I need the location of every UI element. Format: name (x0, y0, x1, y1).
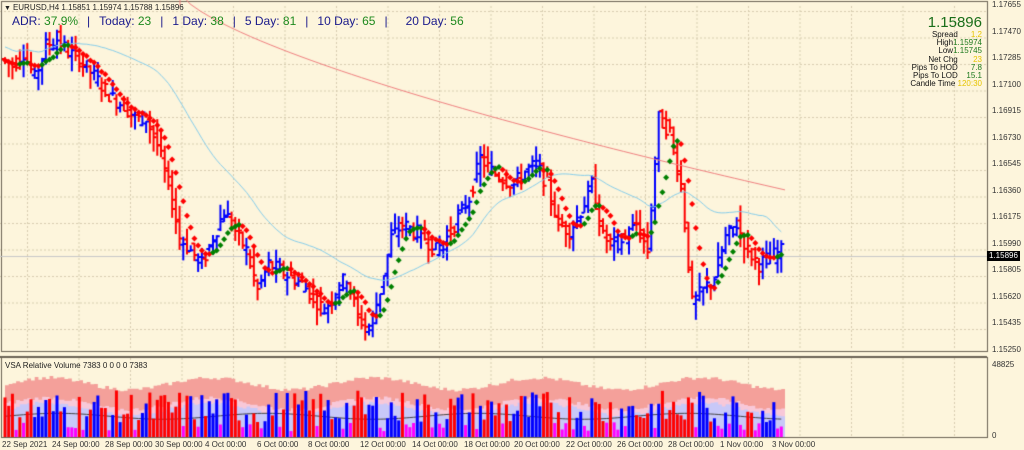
info-row-netchg: Net Chg 23 (910, 54, 982, 64)
symbol-ohlc-text: EURUSD,H4 1.15851 1.15974 1.15788 1.1589… (12, 3, 184, 12)
separator: | (384, 14, 388, 28)
today-label: Today: (99, 14, 135, 28)
time-tick: 26 Oct 00:00 (617, 440, 663, 449)
time-tick: 20 Oct 00:00 (514, 440, 560, 449)
time-tick: 30 Sep 00:00 (155, 440, 203, 449)
time-tick: 6 Oct 00:00 (257, 440, 299, 449)
time-tick: 22 Oct 00:00 (566, 440, 612, 449)
day5-label: 5 Day: (244, 14, 280, 28)
time-tick: 28 Oct 00:00 (668, 440, 714, 449)
vsa-axis-max: 48825 (992, 360, 1015, 369)
price-tick: 1.16360 (992, 185, 1021, 195)
day1-value: 38 (210, 14, 224, 28)
adr-bar: ADR: 37.9% | Today: 23 | 1 Day: 38 | 5 Day: 81… (12, 14, 464, 28)
info-panel: 1.15896 Spread 1.2 High1.15974 Low1.1574… (910, 15, 982, 88)
time-tick: 24 Sep 00:00 (52, 440, 100, 449)
day10-value: 65 (362, 14, 376, 28)
info-label: Pips To LOD (913, 71, 958, 81)
info-row-low: Low1.15745 (910, 47, 982, 55)
info-label: Net Chg (928, 54, 958, 64)
day20-value: 56 (450, 14, 464, 28)
day10-label: 10 Day: (317, 14, 359, 28)
separator: | (160, 14, 164, 28)
info-label: Low (938, 46, 954, 56)
price-tick: 1.15620 (992, 291, 1021, 301)
price-tick: 1.17100 (992, 79, 1021, 89)
time-tick: 12 Oct 00:00 (360, 440, 406, 449)
separator: | (87, 14, 91, 28)
time-tick: 8 Oct 00:00 (308, 440, 350, 449)
adr-label: ADR: (12, 14, 41, 28)
day1-label: 1 Day: (172, 14, 208, 28)
separator: | (232, 14, 236, 28)
current-price: 1.15896 (927, 14, 982, 31)
symbol-header: ▼ EURUSD,H4 1.15851 1.15974 1.15788 1.158… (4, 3, 184, 12)
info-row-pips-hod: Pips To HOD 7.8 (910, 62, 982, 72)
info-value: 15.1 (966, 71, 982, 81)
info-value: 1.15974 (953, 38, 982, 48)
separator: | (305, 14, 309, 28)
today-value: 23 (137, 14, 152, 28)
info-value: 7.8 (970, 62, 982, 72)
price-tick: 1.17470 (992, 26, 1021, 36)
info-label: Pips To HOD (911, 62, 958, 72)
price-tick: 1.15805 (992, 265, 1021, 274)
price-tick: 1.15250 (992, 344, 1021, 354)
price-tick: 1.16915 (992, 106, 1021, 115)
adr-value: 37.9% (44, 14, 79, 28)
info-row-spread: Spread 1.2 (910, 30, 982, 39)
time-tick: 3 Nov 00:00 (772, 440, 816, 449)
price-tick: 1.17655 (992, 0, 1021, 9)
price-tick: 1.16730 (992, 132, 1021, 142)
day20-label: 20 Day: (405, 14, 447, 28)
price-tick: 1.17285 (992, 53, 1021, 62)
collapse-triangle-icon[interactable]: ▼ (4, 5, 11, 12)
time-tick: 4 Oct 00:00 (205, 440, 247, 449)
time-tick: 1 Nov 00:00 (720, 440, 764, 449)
vsa-indicator-label: VSA Relative Volume 7383 0 0 0 0 7383 (5, 361, 148, 370)
price-tick: 1.16545 (992, 159, 1021, 168)
vsa-axis-min: 0 (992, 431, 997, 440)
price-tick: 1.16175 (992, 212, 1021, 221)
info-row-candle-time: Candle Time 120:30 (910, 80, 982, 88)
info-row-pips-lod: Pips To LOD 15.1 (910, 71, 982, 81)
price-tick: 1.15990 (992, 238, 1021, 248)
info-label: High (936, 38, 954, 48)
current-price-tag: 1.15896 (987, 251, 1020, 261)
time-tick: 22 Sep 2021 (2, 440, 48, 449)
info-value: 23 (973, 54, 982, 64)
info-row-high: High1.15974 (910, 39, 982, 47)
day5-value: 81 (282, 14, 297, 28)
info-value: 1.2 (970, 30, 982, 39)
price-tick: 1.15435 (992, 318, 1021, 327)
time-tick: 28 Sep 00:00 (105, 440, 153, 449)
time-tick: 14 Oct 00:00 (412, 440, 458, 449)
info-value: 1.15745 (953, 46, 982, 56)
time-tick: 18 Oct 00:00 (464, 440, 510, 449)
info-label: Spread (931, 30, 958, 39)
info-value: 120:30 (957, 79, 982, 89)
info-label: Candle Time (910, 79, 956, 89)
